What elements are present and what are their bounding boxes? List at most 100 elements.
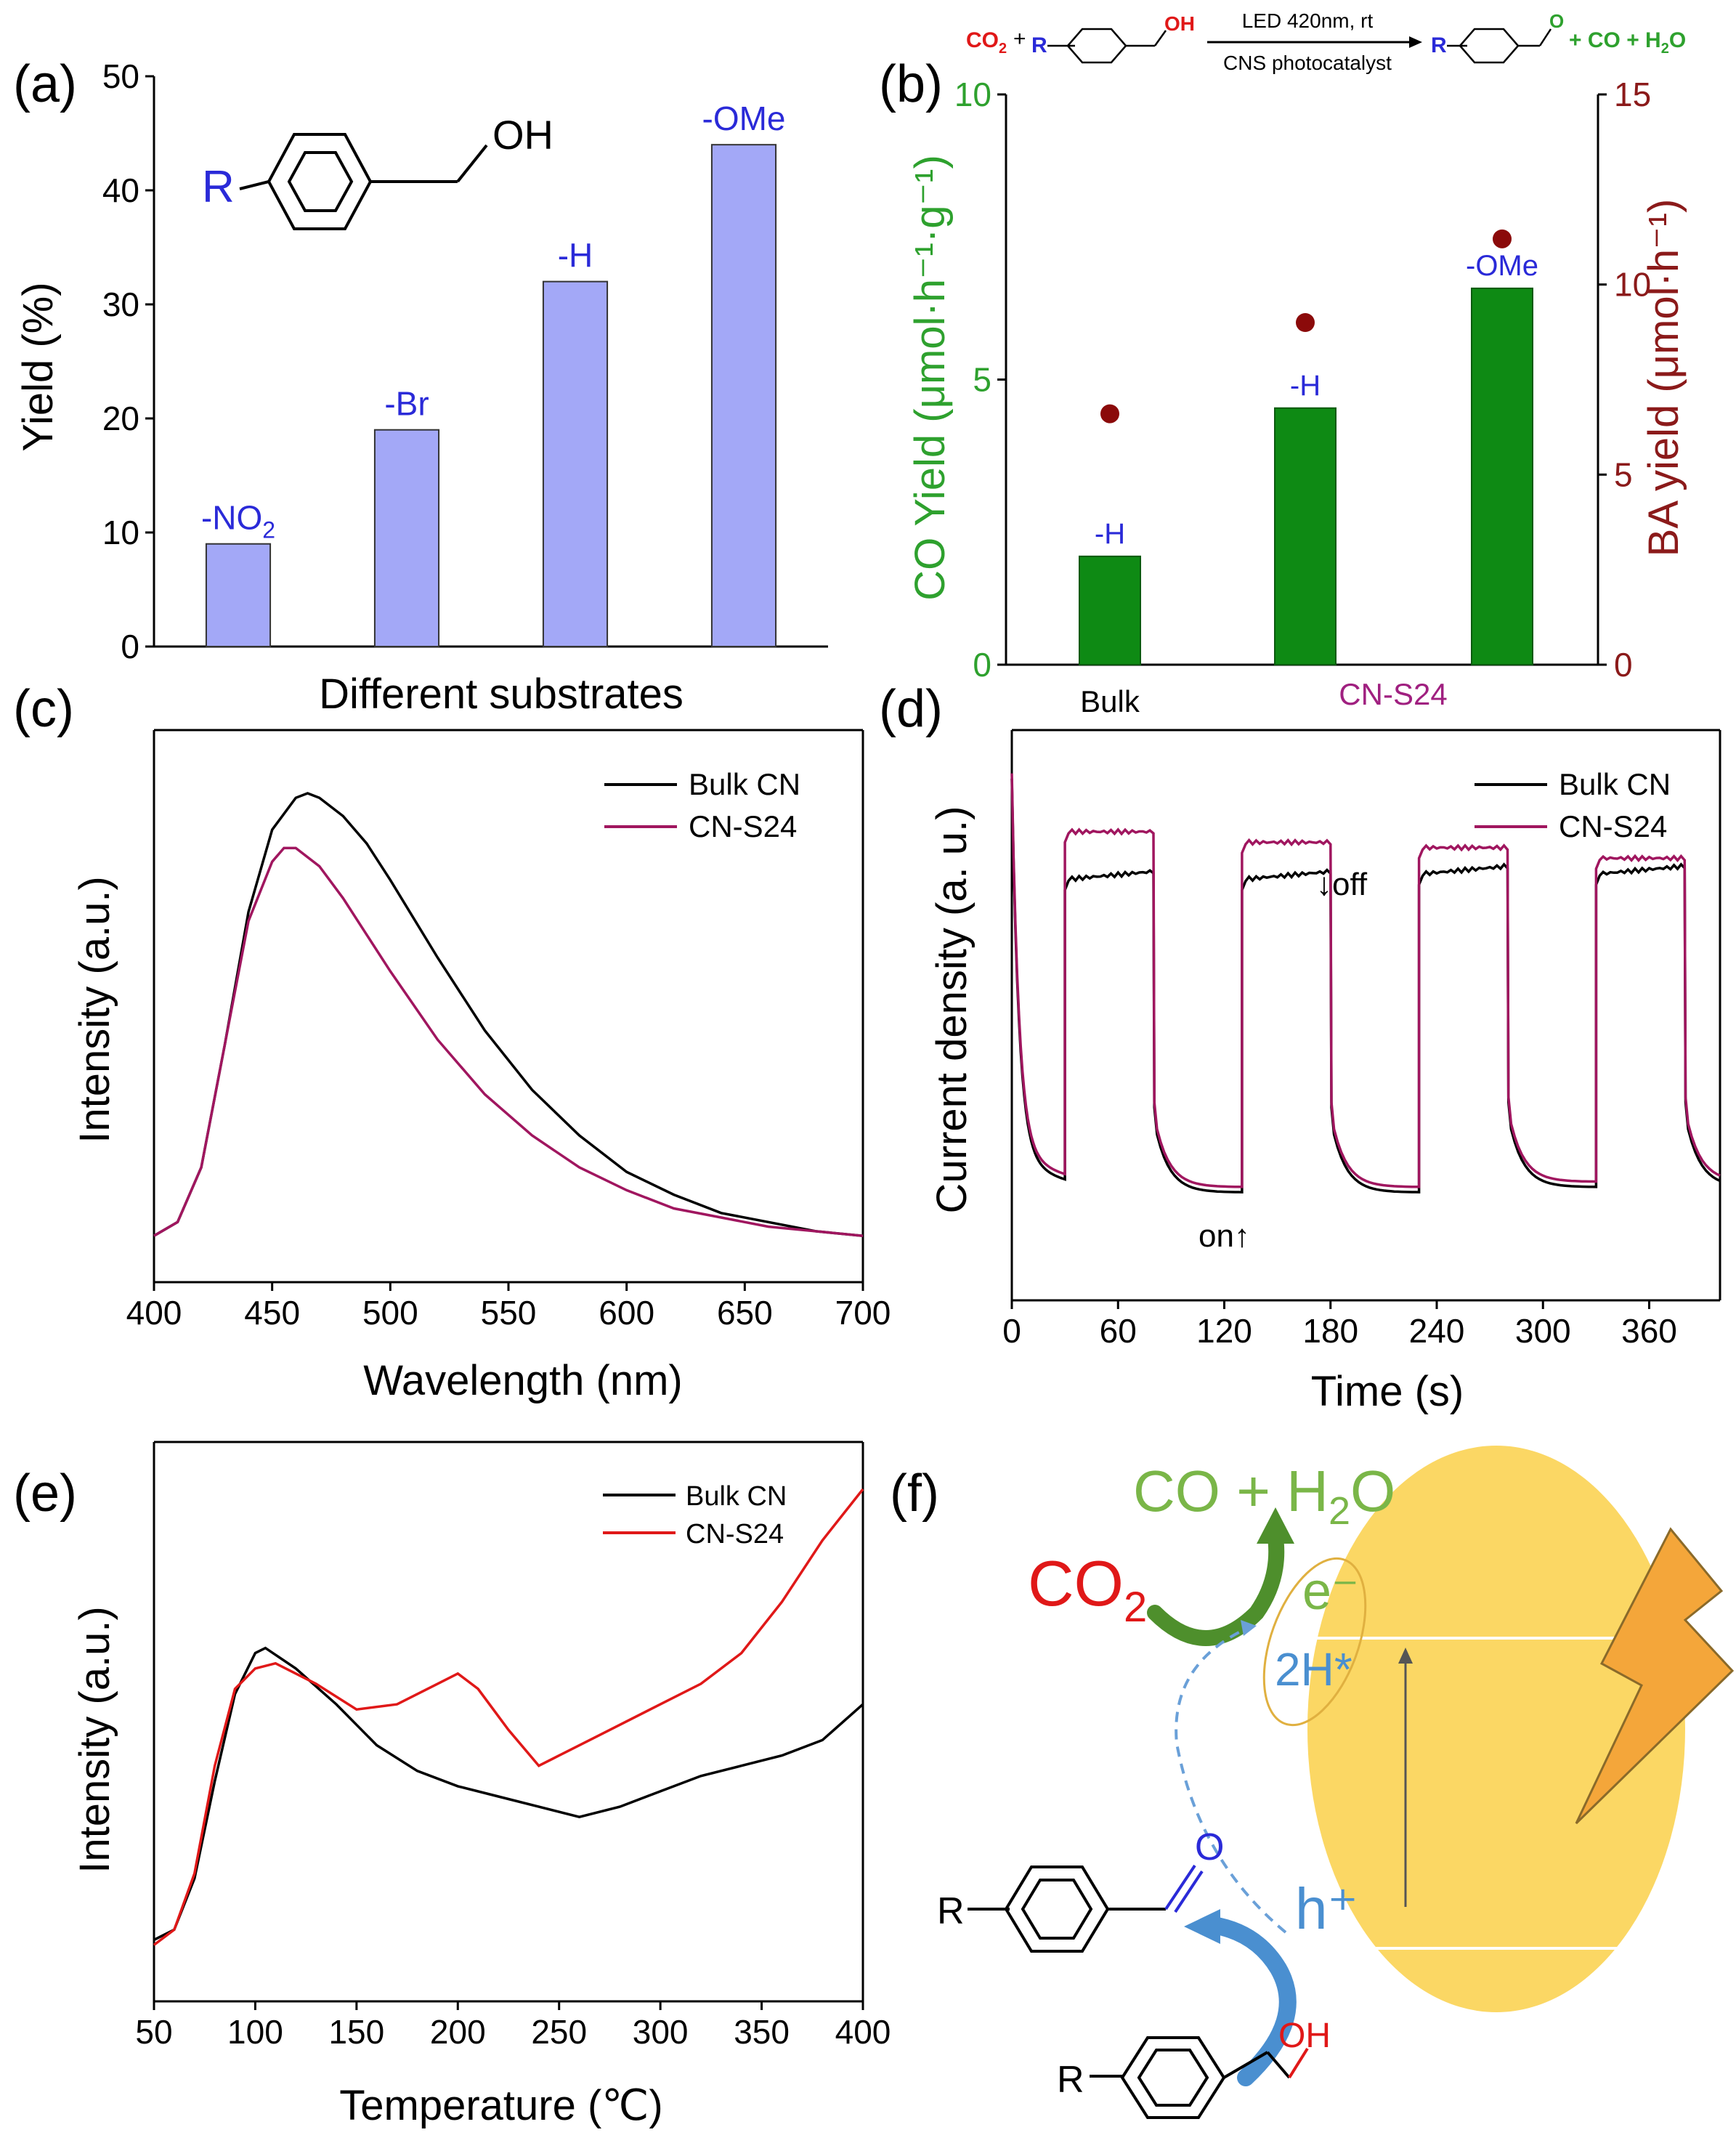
reaction-scheme-b: CO2 + R OH LED 420nm, rt CNS photocataly… [966, 9, 1686, 74]
d-xtick-label: 180 [1302, 1312, 1358, 1350]
scheme-plus: + [1013, 27, 1026, 51]
a-bar [710, 144, 777, 647]
scheme-arrow-top: LED 420nm, rt [1242, 9, 1374, 32]
d-xtick-label: 360 [1621, 1312, 1677, 1350]
c-xtick-label: 700 [835, 1294, 891, 1332]
electron-label: e⁻ [1302, 1563, 1359, 1621]
a-bar-label: -OMe [702, 100, 786, 137]
photocatalyst-particle [1307, 1446, 1685, 2012]
scheme-ring1 [1047, 28, 1167, 64]
b-co-bar [1079, 555, 1141, 665]
scheme-oh: OH [1164, 12, 1195, 35]
hole-label: h⁺ [1295, 1876, 1358, 1941]
oxidation-arrowhead [1184, 1909, 1220, 1944]
b-ytick-right-label: 0 [1614, 646, 1633, 684]
b-ytick-right-label: 10 [1614, 266, 1651, 304]
e-xtick-label: 50 [135, 2013, 172, 2051]
r-label-aldehyde: R [937, 1890, 965, 1932]
d-xtick-label: 60 [1100, 1312, 1137, 1350]
d-series-line [1010, 778, 1721, 1194]
e-xtick-label: 350 [734, 2013, 790, 2051]
benzene-inner-a [287, 151, 354, 212]
a-bar-label: -NO2 [201, 499, 275, 543]
r-label-alcohol: R [1057, 2059, 1084, 2101]
a-ytick-label: 0 [121, 628, 139, 665]
plot-c: 400 450 500 550 600 650 700 [126, 729, 891, 1332]
c-xtick-label: 400 [126, 1294, 182, 1332]
b-ytick-right-label: 15 [1614, 76, 1651, 113]
e-series-line [153, 1488, 864, 1946]
plot-d: 0 60 120 180 240 300 360 [1002, 729, 1721, 1350]
annotation-on: on↑ [1198, 1218, 1250, 1254]
ylabel-left-b: CO Yield (μmol·h⁻¹·g⁻¹) [906, 155, 954, 601]
a-bar-label: -Br [384, 385, 429, 423]
b-bar-label: -H [1290, 370, 1321, 402]
plot-b: 0 5 10 0 5 10 15 -H -H -OMe [954, 76, 1651, 684]
co2-reduction-arrow [1147, 1525, 1285, 1646]
scheme-arrow-bottom: CNS photocatalyst [1223, 52, 1392, 74]
e-xtick-label: 150 [328, 2013, 384, 2051]
panel-label-c: (c) [13, 680, 74, 738]
oxidation-arrow [1204, 1916, 1297, 2086]
legend-d-bulk: Bulk CN [1559, 767, 1671, 801]
a-bar [205, 543, 272, 648]
panel-e: (e) Intensity (a.u.) Temperature (℃) 50 1… [13, 1441, 891, 2129]
e-xtick-label: 250 [531, 2013, 587, 2051]
b-bar-label: -H [1095, 518, 1125, 550]
b-ytick-left-label: 5 [973, 361, 991, 399]
a-bar-label: -H [558, 237, 593, 275]
aldehyde-o-label: O [1195, 1826, 1224, 1868]
product-co-h2o: CO + H2O [1133, 1459, 1395, 1533]
benzyl-alcohol-structure-f [1090, 2036, 1309, 2119]
c-xtick-label: 450 [244, 1294, 300, 1332]
panel-label-d: (d) [879, 680, 943, 738]
r-bond-a [239, 180, 269, 190]
c-xtick-label: 500 [362, 1294, 418, 1332]
scheme-aldehyde-o: O [1549, 10, 1564, 32]
lightning-icon [1575, 1527, 1735, 1825]
d-xtick-label: 0 [1002, 1312, 1021, 1350]
panel-label-a: (a) [13, 55, 77, 113]
b-ytick-left-label: 10 [954, 76, 991, 113]
panel-label-b: (b) [879, 55, 943, 113]
benzene-ring-a [267, 133, 373, 230]
e-xtick-label: 400 [835, 2013, 891, 2051]
xlabel-c: Wavelength (nm) [363, 1357, 682, 1404]
xlabel-a: Different substrates [319, 671, 684, 718]
b-ba-point [1296, 313, 1315, 332]
oh-bond-a [456, 144, 488, 183]
electron-transfer-arrowhead [1241, 1620, 1257, 1636]
oh-label-a: OH [492, 112, 553, 158]
co2-reduction-arrowhead [1257, 1507, 1294, 1544]
a-ytick-label: 10 [102, 514, 139, 551]
ylabel-a: Yield (%) [15, 282, 62, 451]
panel-c: (c) Intensity (a.u.) Wavelength (nm) 400… [13, 680, 891, 1404]
e-xtick-label: 300 [633, 2013, 689, 2051]
scheme-arrowhead [1409, 36, 1422, 48]
b-co-bar [1274, 407, 1337, 665]
annotation-off: ↓off [1316, 867, 1368, 902]
excitation-arrowhead [1398, 1648, 1413, 1664]
panel-label-e: (e) [13, 1465, 77, 1523]
legend-d-cns24: CN-S24 [1559, 809, 1667, 843]
a-ytick-label: 30 [102, 285, 139, 323]
c-series-line [153, 846, 864, 1237]
a-ytick-label: 50 [102, 57, 139, 95]
scheme-products: + CO + H2O [1569, 28, 1686, 57]
a-ytick-label: 40 [102, 171, 139, 209]
a-bar [373, 429, 440, 647]
scheme-r2: R [1431, 33, 1447, 57]
c-xtick-label: 550 [481, 1294, 537, 1332]
xlabel-d: Time (s) [1311, 1368, 1464, 1415]
legend-c-cns24: CN-S24 [689, 809, 797, 843]
ylabel-e: Intensity (a.u.) [71, 1606, 118, 1873]
legend-e-cns24: CN-S24 [686, 1519, 784, 1549]
panel-b: (b) CO2 + R OH LED 420nm, rt CNS photoca… [879, 9, 1687, 718]
panel-d: (d) Current density (a. u.) Time (s) 0 60… [879, 680, 1721, 1415]
scheme-co2: CO2 [966, 28, 1007, 57]
xlabel-e: Temperature (℃) [339, 2082, 662, 2129]
b-ba-point [1100, 404, 1119, 424]
b-bar-label: -OMe [1466, 250, 1538, 282]
b-ytick-left-label: 0 [973, 646, 991, 684]
